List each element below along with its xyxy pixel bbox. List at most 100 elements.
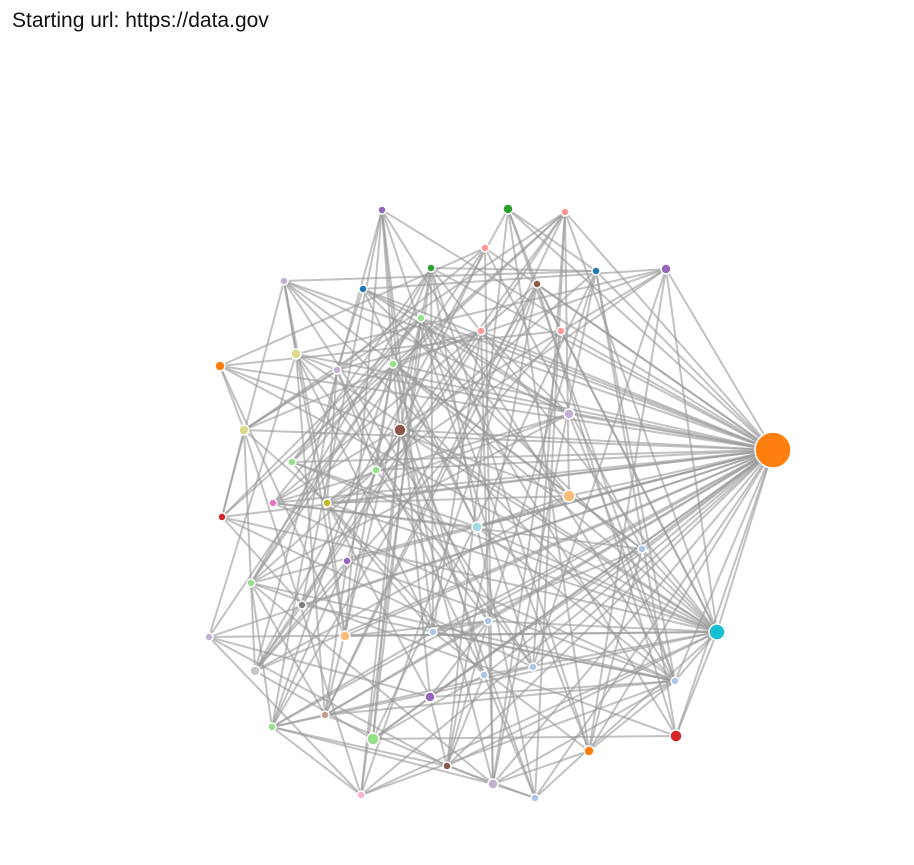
graph-node-education[interactable] [267,722,277,732]
graph-node-metrics[interactable] [487,778,499,790]
graph-link [430,267,774,451]
graph-link [324,680,676,716]
graph-node-food[interactable] [416,313,426,323]
graph-link [381,209,431,698]
graph-node-elections[interactable] [476,326,486,336]
graph-node-developers[interactable] [583,745,595,757]
graph-link [283,280,643,550]
graph-node-tribal[interactable] [591,266,601,276]
graph-link [372,674,485,740]
graph-link [430,267,590,752]
graph-node-veterans[interactable] [339,630,351,642]
graph-node-justice[interactable] [268,498,278,508]
graph-node-research[interactable] [377,205,387,215]
graph-node-public-safety[interactable] [502,203,514,215]
graph-link [243,211,566,431]
graph-node-business[interactable] [426,263,436,273]
graph-link [291,317,422,463]
graph-link [324,317,422,716]
graph-link [291,211,566,463]
graph-node-ocean[interactable] [358,284,368,294]
graph-node-housing[interactable] [287,457,297,467]
graph-node-open-data[interactable] [530,793,540,803]
graph-link [429,696,448,767]
graph-node-youth[interactable] [528,662,538,672]
graph-node-space[interactable] [670,676,680,686]
graph-link [429,449,774,698]
graph-link [283,270,597,282]
graph-link [430,267,597,272]
graph-node-science[interactable] [279,276,289,286]
graph-link [295,353,434,633]
graph-node-agriculture[interactable] [356,790,366,800]
graph-link [392,363,485,676]
graph-node-census[interactable] [297,600,307,610]
graph-link [429,680,676,698]
graph-node-states[interactable] [532,279,542,289]
graph-node-law[interactable] [388,359,398,369]
graph-link [430,267,478,528]
graph-link [291,461,478,528]
graph-link [326,495,570,504]
graph-link [430,267,434,633]
graph-node-consumer[interactable] [290,348,302,360]
graph-node-health[interactable] [217,512,227,522]
graph-node-cities[interactable] [560,207,570,217]
graph-node-aging[interactable] [483,616,493,626]
graph-node-labor[interactable] [556,326,566,336]
graph-link [301,209,383,606]
graph-link [381,209,434,633]
graph-link [291,267,432,463]
graph-node-weather[interactable] [562,489,576,503]
graph-node-mining[interactable] [342,556,352,566]
graph-link [283,280,328,504]
graph-link [534,211,566,799]
graph-node-defense[interactable] [424,691,436,703]
graph-link [372,696,431,740]
graph-link [254,670,374,740]
graph-node-energy[interactable] [320,710,330,720]
graph-link [483,674,536,799]
graph-node-disability[interactable] [428,627,438,637]
graph-link [295,353,534,668]
graph-node-counties[interactable] [480,243,490,253]
graph-link [221,429,245,518]
graph-link [420,317,570,497]
graph-node-finance[interactable] [238,424,250,436]
graph-node-water[interactable] [371,465,381,475]
graph-node-immigration[interactable] [479,670,489,680]
graph-link [381,209,534,668]
graph-node-ecosystems[interactable] [249,665,261,677]
graph-node-data-catalog[interactable] [708,623,726,641]
graph-link [243,429,252,584]
graph-node-maritime[interactable] [246,578,256,588]
graph-node-oceans[interactable] [322,498,332,508]
graph-node-forestry[interactable] [471,521,483,533]
graph-node-commerce[interactable] [563,408,575,420]
graph-node-tools[interactable] [442,761,452,771]
graph-link [595,270,774,451]
graph-link [675,631,718,737]
graph-link [560,330,718,633]
graph-link [492,750,590,785]
graph-link [536,283,677,737]
graph-link [392,363,401,431]
graph-node-contact[interactable] [669,729,683,743]
graph-link [271,726,362,796]
graph-node-federal[interactable] [660,263,672,275]
graph-node-manufacturing[interactable] [332,365,342,375]
graph-link [420,317,590,752]
graph-node-hub[interactable] [754,431,792,469]
graph-node-safety[interactable] [214,360,226,372]
graph-node-climate[interactable] [366,732,380,746]
graph-node-geospatial[interactable] [637,544,647,554]
graph-link [271,726,494,785]
graph-node-local[interactable] [204,632,214,642]
graph-node-transportation[interactable] [393,423,407,437]
graph-nodes[interactable] [204,203,792,803]
graph-link [588,680,676,752]
graph-link [208,636,431,698]
graph-link [446,674,485,767]
graph-link [399,429,774,451]
